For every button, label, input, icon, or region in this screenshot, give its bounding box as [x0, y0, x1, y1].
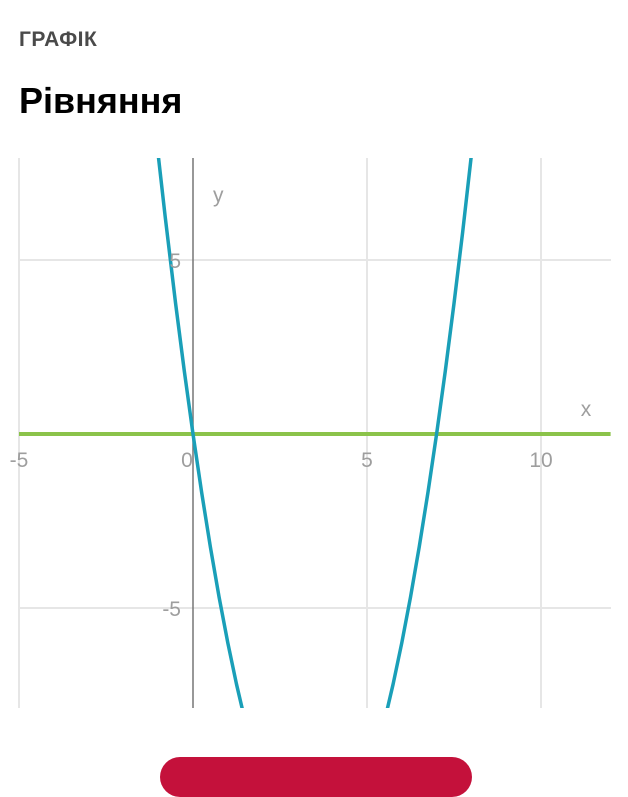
graph: -5 0 5 10 5 -5 y x — [10, 158, 611, 708]
page-title: Рівняння — [19, 80, 183, 121]
x-tick-label: 5 — [361, 449, 373, 472]
x-tick-label: -5 — [10, 449, 29, 472]
tick-labels: -5 0 5 10 5 -5 y x — [10, 184, 592, 621]
y-tick-label: 5 — [169, 250, 181, 273]
x-tick-label: 0 — [181, 449, 193, 472]
section-label: ГРАФІК — [19, 28, 98, 51]
y-tick-label: -5 — [162, 598, 181, 621]
action-button[interactable] — [160, 757, 472, 797]
x-tick-label: 10 — [529, 449, 552, 472]
parabola-curve — [156, 158, 473, 708]
y-axis-label: y — [213, 184, 224, 207]
series-group — [19, 158, 611, 708]
x-axis-label: x — [581, 398, 592, 421]
